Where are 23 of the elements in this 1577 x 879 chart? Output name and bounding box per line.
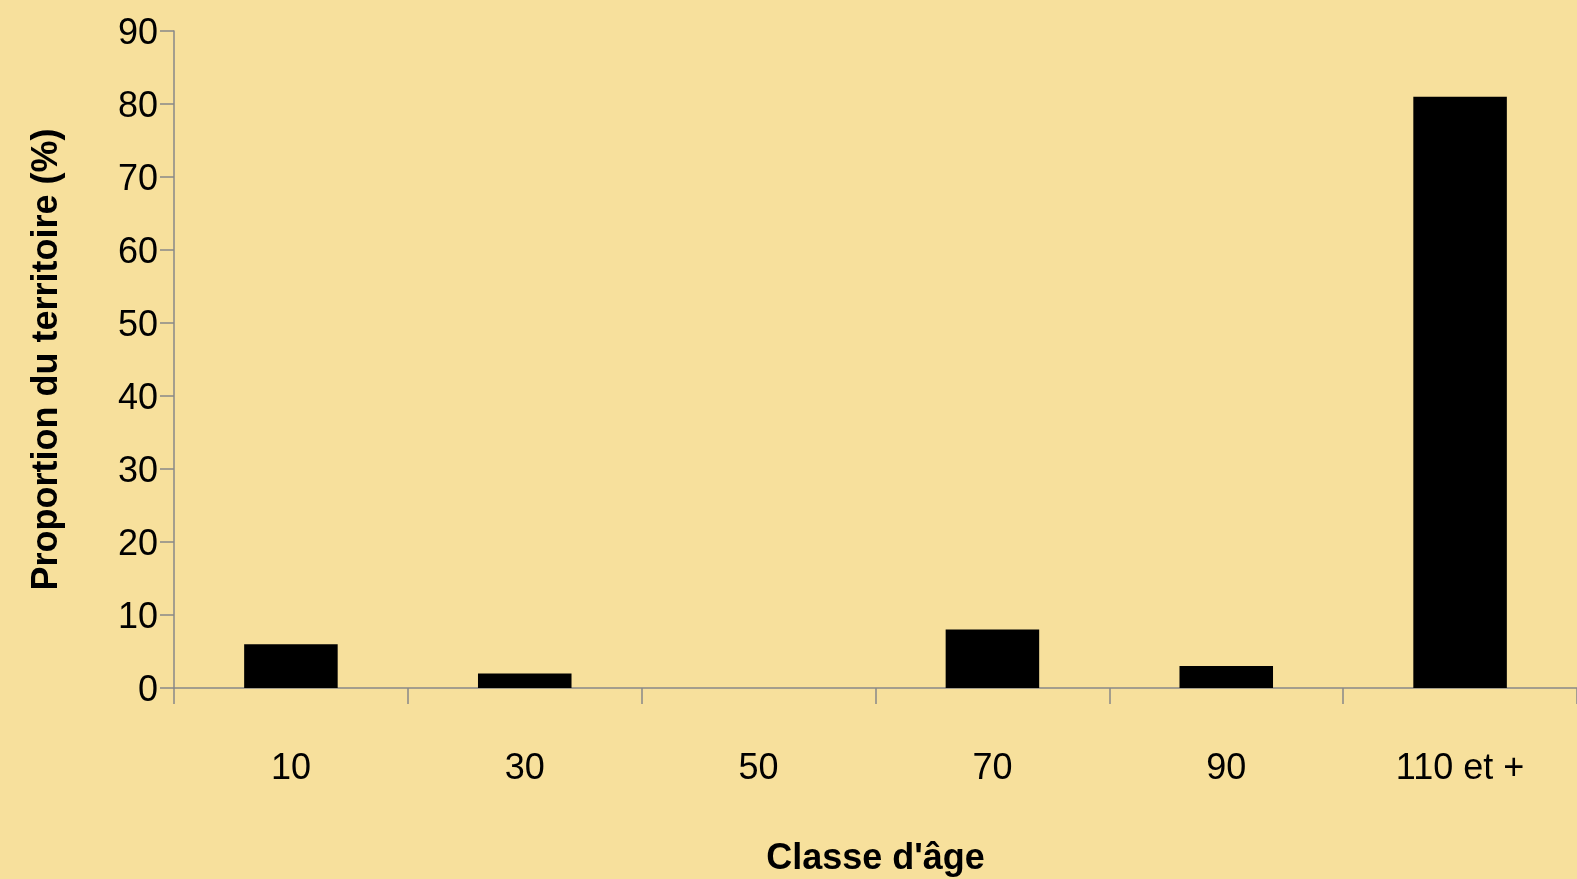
y-axis-title: Proportion du territoire (%) — [23, 128, 65, 591]
bar — [945, 629, 1040, 688]
x-axis-title: Classe d'âge — [766, 835, 985, 877]
x-tick-label: 10 — [270, 745, 311, 787]
x-tick-label: 30 — [504, 745, 545, 787]
bar — [1413, 96, 1507, 688]
y-tick-label: 10 — [117, 594, 158, 636]
x-tick-label: 90 — [1206, 745, 1247, 787]
y-tick-label: 40 — [117, 375, 158, 417]
y-tick-label: 90 — [117, 10, 158, 52]
bar — [1179, 666, 1274, 688]
y-tick-label: 50 — [117, 302, 158, 344]
y-tick-label: 20 — [117, 521, 158, 563]
y-tick-label: 30 — [117, 448, 158, 490]
bar — [244, 644, 338, 688]
y-tick-label: 60 — [117, 229, 158, 271]
bar — [477, 673, 572, 688]
y-tick-label: 70 — [117, 156, 158, 198]
x-tick-label: 50 — [738, 745, 779, 787]
x-tick-label: 70 — [972, 745, 1013, 787]
y-tick-label: 80 — [117, 83, 158, 125]
y-tick-label: 0 — [137, 667, 158, 709]
x-tick-label: 110 et + — [1395, 745, 1525, 787]
